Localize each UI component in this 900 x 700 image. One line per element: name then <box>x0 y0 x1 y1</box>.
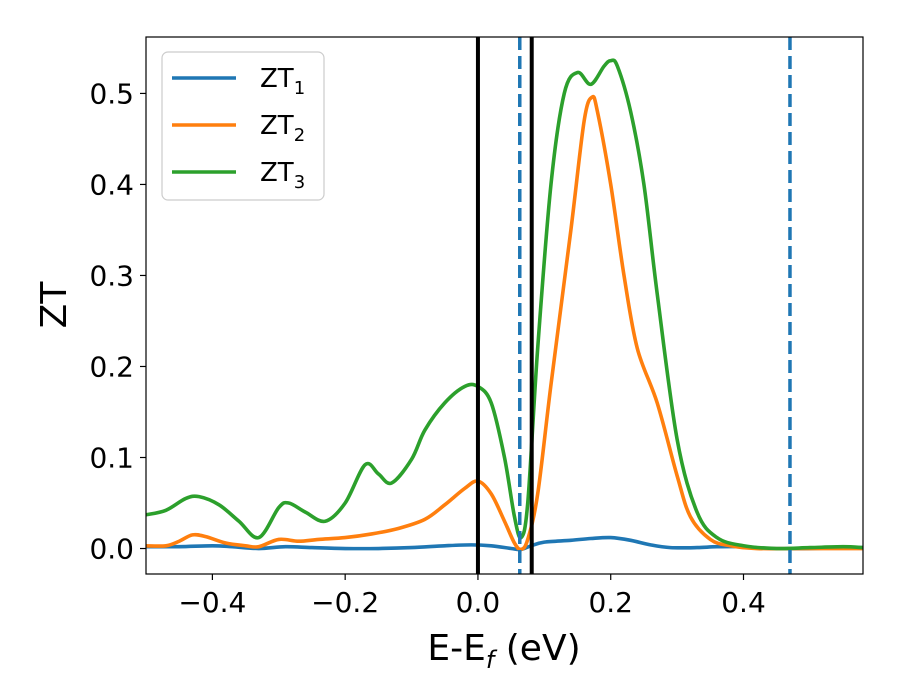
reference-lines <box>475 37 792 574</box>
y-axis: 0.0 0.1 0.2 0.3 0.4 0.5 <box>89 77 146 566</box>
x-tick-label: 0.2 <box>588 586 633 619</box>
legend-label-sub: 3 <box>294 172 305 193</box>
y-tick-label: 0.4 <box>89 168 134 201</box>
legend-label-sub: 2 <box>294 125 305 146</box>
y-tick-label: 0.0 <box>89 533 134 566</box>
x-tick-label: 0.4 <box>721 586 766 619</box>
x-axis-title-unit: (eV) <box>494 628 580 669</box>
x-tick-label: −0.4 <box>178 586 246 619</box>
x-axis-title-main: E-E <box>427 628 485 669</box>
y-tick-label: 0.2 <box>89 350 134 383</box>
y-tick-label: 0.5 <box>89 77 134 110</box>
y-tick-label: 0.3 <box>89 259 134 292</box>
legend-label-1: ZT1 <box>260 64 305 99</box>
legend-label-main: ZT <box>260 64 294 94</box>
x-axis: −0.4 −0.2 0.0 0.2 0.4 <box>178 574 766 619</box>
x-axis-title: E-Ef (eV) <box>427 628 580 674</box>
legend-label-sub: 1 <box>294 78 305 99</box>
legend-box <box>161 51 325 201</box>
x-tick-label: 0.0 <box>456 586 501 619</box>
y-axis-title: ZT <box>34 281 75 329</box>
legend-label-3: ZT3 <box>260 158 305 193</box>
legend-label-2: ZT2 <box>260 111 305 146</box>
y-tick-label: 0.1 <box>89 441 134 474</box>
x-tick-label: −0.2 <box>311 586 379 619</box>
series-line-2 <box>146 94 863 552</box>
legend-label-main: ZT <box>260 111 294 141</box>
plot-frame <box>145 36 864 575</box>
legend-label-main: ZT <box>260 158 294 188</box>
